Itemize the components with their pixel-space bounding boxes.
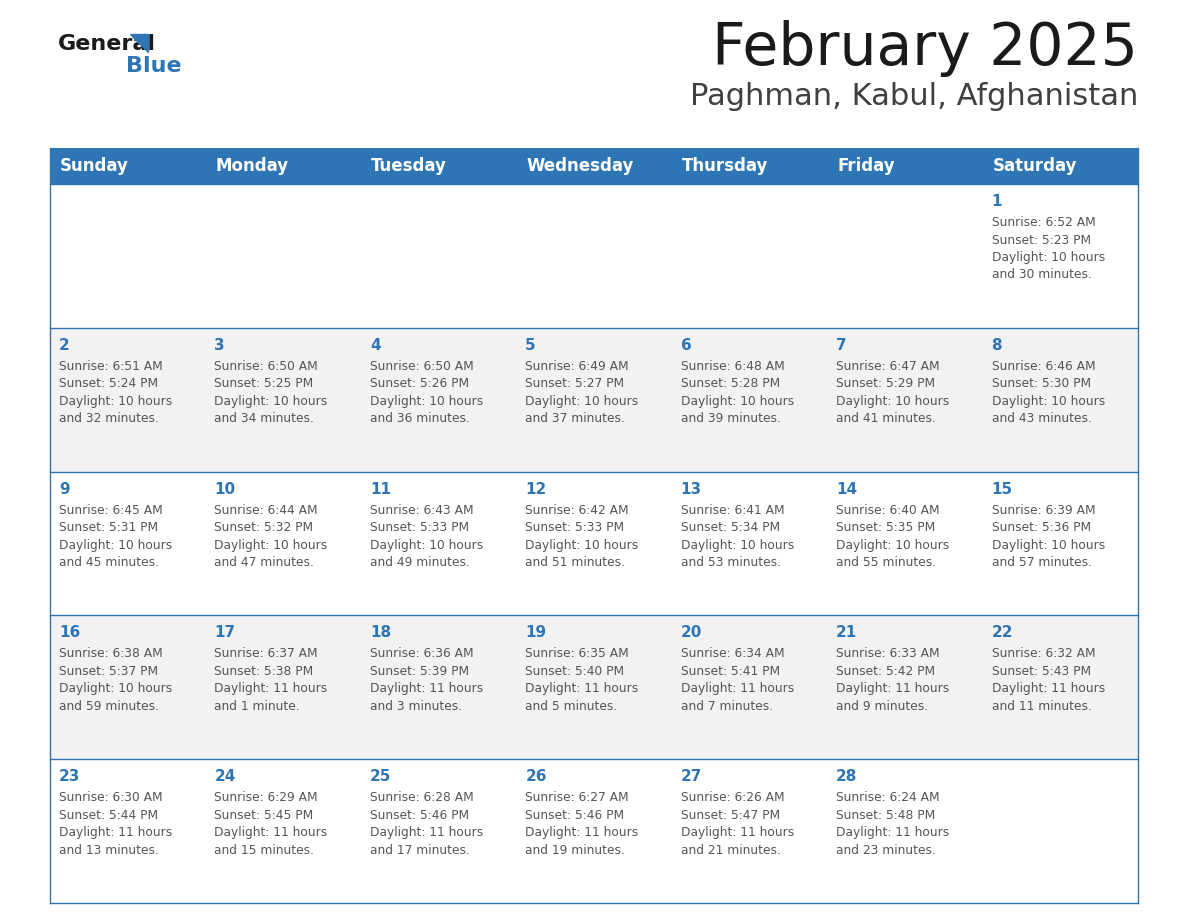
Text: Wednesday: Wednesday [526, 157, 633, 175]
Text: Sunrise: 6:26 AM
Sunset: 5:47 PM
Daylight: 11 hours
and 21 minutes.: Sunrise: 6:26 AM Sunset: 5:47 PM Dayligh… [681, 791, 794, 856]
Text: Sunday: Sunday [61, 157, 128, 175]
Text: 26: 26 [525, 769, 546, 784]
Text: Sunrise: 6:38 AM
Sunset: 5:37 PM
Daylight: 10 hours
and 59 minutes.: Sunrise: 6:38 AM Sunset: 5:37 PM Dayligh… [59, 647, 172, 713]
Text: 27: 27 [681, 769, 702, 784]
Text: Monday: Monday [215, 157, 289, 175]
Text: 24: 24 [214, 769, 235, 784]
Text: 1: 1 [992, 194, 1001, 209]
Text: February 2025: February 2025 [712, 20, 1138, 77]
Text: Sunrise: 6:34 AM
Sunset: 5:41 PM
Daylight: 11 hours
and 7 minutes.: Sunrise: 6:34 AM Sunset: 5:41 PM Dayligh… [681, 647, 794, 713]
Text: Sunrise: 6:36 AM
Sunset: 5:39 PM
Daylight: 11 hours
and 3 minutes.: Sunrise: 6:36 AM Sunset: 5:39 PM Dayligh… [369, 647, 484, 713]
Text: 17: 17 [214, 625, 235, 641]
Text: 22: 22 [992, 625, 1013, 641]
Text: Saturday: Saturday [992, 157, 1078, 175]
Polygon shape [129, 34, 148, 52]
Text: 7: 7 [836, 338, 847, 353]
Text: 28: 28 [836, 769, 858, 784]
Text: 5: 5 [525, 338, 536, 353]
Text: Sunrise: 6:48 AM
Sunset: 5:28 PM
Daylight: 10 hours
and 39 minutes.: Sunrise: 6:48 AM Sunset: 5:28 PM Dayligh… [681, 360, 794, 425]
Text: Sunrise: 6:35 AM
Sunset: 5:40 PM
Daylight: 11 hours
and 5 minutes.: Sunrise: 6:35 AM Sunset: 5:40 PM Dayligh… [525, 647, 638, 713]
Text: Sunrise: 6:46 AM
Sunset: 5:30 PM
Daylight: 10 hours
and 43 minutes.: Sunrise: 6:46 AM Sunset: 5:30 PM Dayligh… [992, 360, 1105, 425]
Text: Sunrise: 6:44 AM
Sunset: 5:32 PM
Daylight: 10 hours
and 47 minutes.: Sunrise: 6:44 AM Sunset: 5:32 PM Dayligh… [214, 504, 328, 569]
Text: General: General [58, 34, 156, 54]
Text: Sunrise: 6:37 AM
Sunset: 5:38 PM
Daylight: 11 hours
and 1 minute.: Sunrise: 6:37 AM Sunset: 5:38 PM Dayligh… [214, 647, 328, 713]
Text: 15: 15 [992, 482, 1012, 497]
Text: 6: 6 [681, 338, 691, 353]
Text: 4: 4 [369, 338, 380, 353]
Bar [50, 472, 1138, 615]
Text: 2: 2 [59, 338, 70, 353]
Text: 23: 23 [59, 769, 81, 784]
Text: 18: 18 [369, 625, 391, 641]
Text: Sunrise: 6:42 AM
Sunset: 5:33 PM
Daylight: 10 hours
and 51 minutes.: Sunrise: 6:42 AM Sunset: 5:33 PM Dayligh… [525, 504, 638, 569]
Text: Sunrise: 6:49 AM
Sunset: 5:27 PM
Daylight: 10 hours
and 37 minutes.: Sunrise: 6:49 AM Sunset: 5:27 PM Dayligh… [525, 360, 638, 425]
Text: Sunrise: 6:43 AM
Sunset: 5:33 PM
Daylight: 10 hours
and 49 minutes.: Sunrise: 6:43 AM Sunset: 5:33 PM Dayligh… [369, 504, 484, 569]
Text: 20: 20 [681, 625, 702, 641]
Text: 25: 25 [369, 769, 391, 784]
Text: 19: 19 [525, 625, 546, 641]
Bar [50, 148, 1138, 184]
Bar [50, 184, 1138, 328]
Text: Sunrise: 6:30 AM
Sunset: 5:44 PM
Daylight: 11 hours
and 13 minutes.: Sunrise: 6:30 AM Sunset: 5:44 PM Dayligh… [59, 791, 172, 856]
Text: Sunrise: 6:28 AM
Sunset: 5:46 PM
Daylight: 11 hours
and 17 minutes.: Sunrise: 6:28 AM Sunset: 5:46 PM Dayligh… [369, 791, 484, 856]
Text: 16: 16 [59, 625, 81, 641]
Text: 10: 10 [214, 482, 235, 497]
Text: Blue: Blue [126, 56, 182, 76]
Text: Sunrise: 6:39 AM
Sunset: 5:36 PM
Daylight: 10 hours
and 57 minutes.: Sunrise: 6:39 AM Sunset: 5:36 PM Dayligh… [992, 504, 1105, 569]
Text: 9: 9 [59, 482, 70, 497]
Text: Sunrise: 6:29 AM
Sunset: 5:45 PM
Daylight: 11 hours
and 15 minutes.: Sunrise: 6:29 AM Sunset: 5:45 PM Dayligh… [214, 791, 328, 856]
Text: Tuesday: Tuesday [371, 157, 447, 175]
Text: Sunrise: 6:52 AM
Sunset: 5:23 PM
Daylight: 10 hours
and 30 minutes.: Sunrise: 6:52 AM Sunset: 5:23 PM Dayligh… [992, 216, 1105, 282]
Text: 3: 3 [214, 338, 225, 353]
Text: 8: 8 [992, 338, 1003, 353]
Bar [50, 759, 1138, 903]
Text: Sunrise: 6:50 AM
Sunset: 5:26 PM
Daylight: 10 hours
and 36 minutes.: Sunrise: 6:50 AM Sunset: 5:26 PM Dayligh… [369, 360, 484, 425]
Text: Sunrise: 6:45 AM
Sunset: 5:31 PM
Daylight: 10 hours
and 45 minutes.: Sunrise: 6:45 AM Sunset: 5:31 PM Dayligh… [59, 504, 172, 569]
Text: Sunrise: 6:33 AM
Sunset: 5:42 PM
Daylight: 11 hours
and 9 minutes.: Sunrise: 6:33 AM Sunset: 5:42 PM Dayligh… [836, 647, 949, 713]
Text: Sunrise: 6:51 AM
Sunset: 5:24 PM
Daylight: 10 hours
and 32 minutes.: Sunrise: 6:51 AM Sunset: 5:24 PM Dayligh… [59, 360, 172, 425]
Text: 12: 12 [525, 482, 546, 497]
Text: Sunrise: 6:27 AM
Sunset: 5:46 PM
Daylight: 11 hours
and 19 minutes.: Sunrise: 6:27 AM Sunset: 5:46 PM Dayligh… [525, 791, 638, 856]
Text: Sunrise: 6:41 AM
Sunset: 5:34 PM
Daylight: 10 hours
and 53 minutes.: Sunrise: 6:41 AM Sunset: 5:34 PM Dayligh… [681, 504, 794, 569]
Text: Friday: Friday [838, 157, 895, 175]
Text: Sunrise: 6:50 AM
Sunset: 5:25 PM
Daylight: 10 hours
and 34 minutes.: Sunrise: 6:50 AM Sunset: 5:25 PM Dayligh… [214, 360, 328, 425]
Bar [50, 615, 1138, 759]
Text: 13: 13 [681, 482, 702, 497]
Text: Sunrise: 6:40 AM
Sunset: 5:35 PM
Daylight: 10 hours
and 55 minutes.: Sunrise: 6:40 AM Sunset: 5:35 PM Dayligh… [836, 504, 949, 569]
Text: 11: 11 [369, 482, 391, 497]
Text: Sunrise: 6:47 AM
Sunset: 5:29 PM
Daylight: 10 hours
and 41 minutes.: Sunrise: 6:47 AM Sunset: 5:29 PM Dayligh… [836, 360, 949, 425]
Text: Sunrise: 6:24 AM
Sunset: 5:48 PM
Daylight: 11 hours
and 23 minutes.: Sunrise: 6:24 AM Sunset: 5:48 PM Dayligh… [836, 791, 949, 856]
Text: 21: 21 [836, 625, 858, 641]
Text: 14: 14 [836, 482, 858, 497]
Text: Thursday: Thursday [682, 157, 769, 175]
Bar [50, 328, 1138, 472]
Text: Sunrise: 6:32 AM
Sunset: 5:43 PM
Daylight: 11 hours
and 11 minutes.: Sunrise: 6:32 AM Sunset: 5:43 PM Dayligh… [992, 647, 1105, 713]
Text: Paghman, Kabul, Afghanistan: Paghman, Kabul, Afghanistan [689, 82, 1138, 111]
